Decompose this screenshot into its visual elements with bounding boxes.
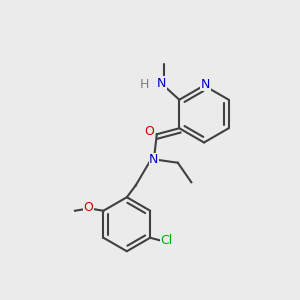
Text: N: N [157, 77, 166, 90]
Text: O: O [83, 201, 93, 214]
Text: N: N [149, 153, 158, 166]
Text: O: O [144, 125, 154, 138]
Text: N: N [201, 77, 210, 91]
Text: H: H [140, 78, 149, 91]
Text: Cl: Cl [160, 234, 173, 247]
